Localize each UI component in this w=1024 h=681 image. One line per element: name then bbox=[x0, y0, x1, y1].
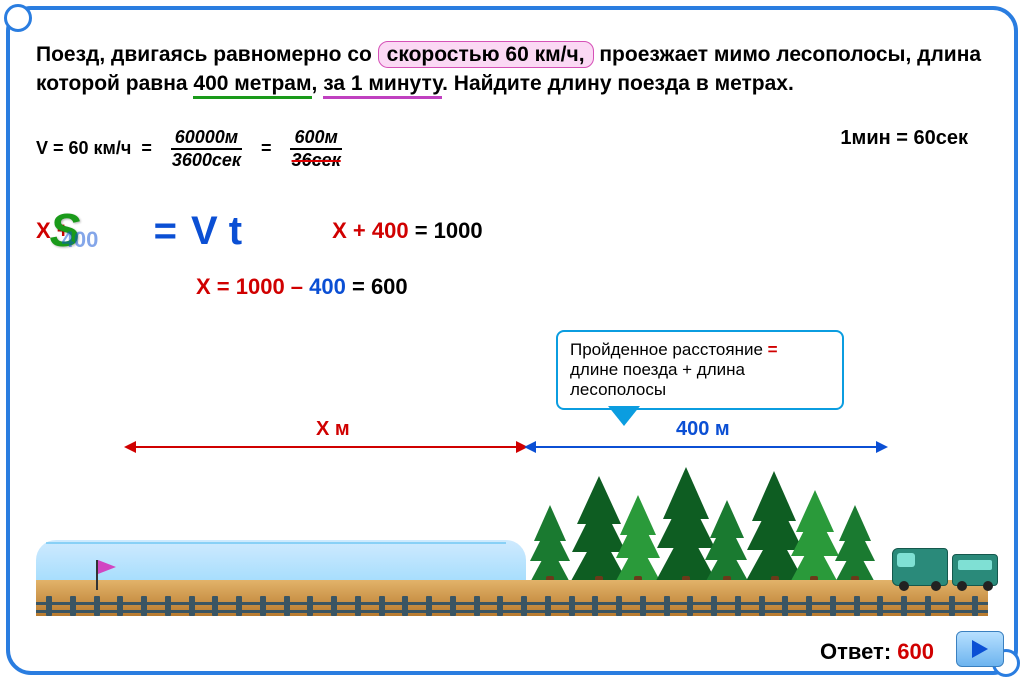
forest-length: 400 метрам bbox=[193, 72, 311, 99]
flag-marker bbox=[96, 560, 98, 590]
equation-row: Х + S 400 = V t Х + 400 = 1000 bbox=[36, 209, 988, 254]
forest-graphic bbox=[526, 450, 886, 590]
result-equation: Х = 1000 – 400 = 600 bbox=[196, 274, 988, 300]
content-area: Поезд, двигаясь равномерно со скоростью … bbox=[36, 40, 988, 300]
next-button[interactable] bbox=[956, 631, 1004, 667]
answer-value: 600 bbox=[897, 639, 934, 664]
locomotive bbox=[892, 548, 948, 586]
speed-highlight: скоростью 60 км/ч, bbox=[378, 41, 594, 68]
train-car bbox=[952, 554, 998, 586]
time-span: за 1 минуту bbox=[323, 72, 442, 99]
railroad-track bbox=[36, 578, 988, 618]
water-line bbox=[46, 542, 506, 546]
train-length-arrow bbox=[136, 446, 516, 448]
overlay-400: 400 bbox=[62, 227, 99, 253]
equation-2: Х + 400 = 1000 bbox=[332, 218, 482, 244]
vt: V t bbox=[191, 209, 242, 254]
problem-part: . Найдите длину поезда в метрах. bbox=[442, 72, 794, 95]
answer-label: Ответ: 600 bbox=[820, 639, 934, 665]
forest-dist-label: 400 м bbox=[676, 418, 730, 441]
problem-text: Поезд, двигаясь равномерно со скоростью … bbox=[36, 40, 988, 99]
fraction-2: 600м 36сек bbox=[288, 127, 345, 171]
v-label: V = 60 км/ч bbox=[36, 138, 131, 159]
velocity-conversion-row: V = 60 км/ч = 60000м 3600сек = 600м 36се… bbox=[36, 127, 988, 171]
problem-part: Поезд, двигаясь равномерно со bbox=[36, 43, 378, 66]
corner-decor bbox=[4, 4, 32, 32]
equals: = bbox=[154, 209, 177, 254]
time-conversion: 1мин = 60сек bbox=[840, 127, 968, 150]
x-label: Х м bbox=[316, 418, 350, 441]
fraction-1: 60000м 3600сек bbox=[168, 127, 245, 171]
forest-length-arrow bbox=[536, 446, 876, 448]
train-graphic bbox=[892, 548, 998, 586]
problem-part: , bbox=[312, 72, 324, 95]
distance-callout: Пройденное расстояние = длине поезда + д… bbox=[556, 330, 844, 410]
diagram-area: Пройденное расстояние = длине поезда + д… bbox=[36, 420, 988, 620]
